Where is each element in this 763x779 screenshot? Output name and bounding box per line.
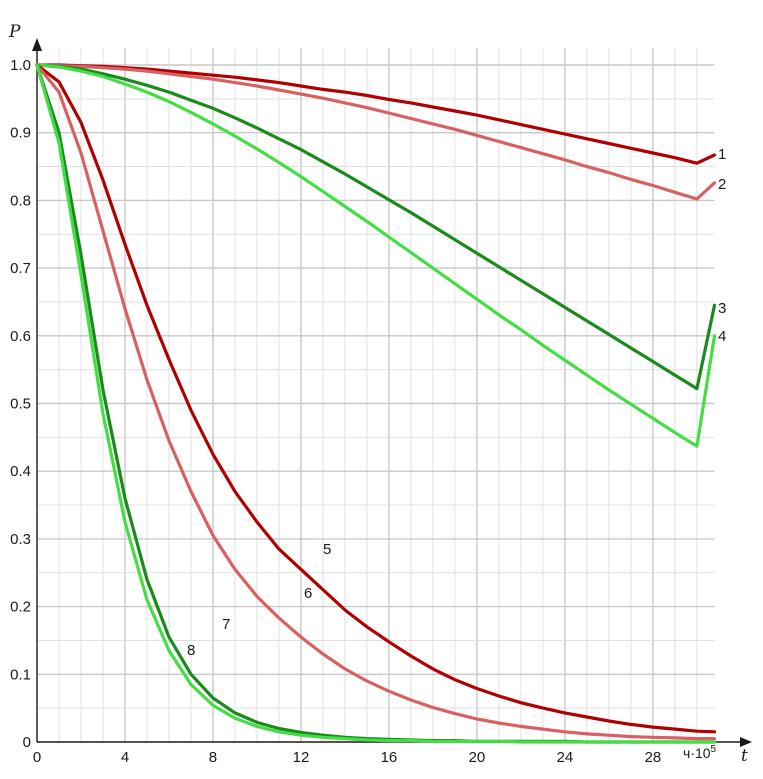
series-label-5: 5 — [323, 541, 331, 558]
x-axis-label: t — [741, 746, 748, 766]
series-label-3: 3 — [718, 300, 726, 317]
series-line-4 — [35, 63, 717, 448]
series-label-8: 8 — [187, 642, 195, 659]
series-labels: 1 2 3 4 5 6 7 8 — [187, 146, 726, 659]
y-tick-label: 0.9 — [10, 125, 31, 142]
series-label-6: 6 — [304, 585, 312, 602]
x-unit-base: ч·10 — [683, 745, 711, 761]
x-unit-exponent: 5 — [711, 744, 717, 755]
x-tick-label: 8 — [209, 749, 217, 766]
y-tick-label: 0.8 — [10, 192, 31, 209]
series-label-2: 2 — [718, 176, 726, 193]
series-line-2 — [35, 63, 717, 201]
x-tick-label: 0 — [33, 749, 41, 766]
series-line-8 — [35, 63, 717, 744]
tick-labels: 0 4 8 12 16 20 24 28 0 0.1 0.2 0.3 0.4 0.5 0.6 0.7 0.8 0.… — [10, 57, 661, 766]
x-unit-label: ч·105 — [683, 744, 717, 761]
y-tick-label: 0 — [23, 734, 31, 751]
series-lines — [35, 63, 717, 744]
y-tick-label: 1.0 — [10, 57, 31, 74]
y-tick-label: 0.5 — [10, 396, 31, 413]
series-label-7: 7 — [222, 616, 230, 633]
y-tick-label: 0.2 — [10, 599, 31, 616]
x-tick-label: 28 — [645, 749, 662, 766]
x-tick-label: 24 — [557, 749, 574, 766]
x-tick-label: 20 — [469, 749, 486, 766]
series-line-3 — [35, 63, 717, 391]
y-tick-label: 0.1 — [10, 666, 31, 683]
x-tick-label: 12 — [293, 749, 310, 766]
y-axis-label: P — [8, 22, 21, 42]
y-tick-label: 0.7 — [10, 260, 31, 277]
series-label-4: 4 — [718, 328, 726, 345]
y-axis-arrow — [32, 38, 42, 51]
series-label-1: 1 — [718, 146, 726, 163]
y-tick-label: 0.3 — [10, 531, 31, 548]
x-axis-arrow — [740, 737, 752, 747]
series-line-1 — [35, 63, 717, 165]
x-tick-label: 16 — [381, 749, 398, 766]
y-tick-label: 0.6 — [10, 328, 31, 345]
x-tick-label: 4 — [121, 749, 129, 766]
series-line-6 — [35, 63, 717, 741]
y-tick-label: 0.4 — [10, 463, 31, 480]
series-line-5 — [35, 63, 717, 734]
axes: P t ч·105 — [8, 22, 752, 766]
grid — [37, 48, 715, 742]
